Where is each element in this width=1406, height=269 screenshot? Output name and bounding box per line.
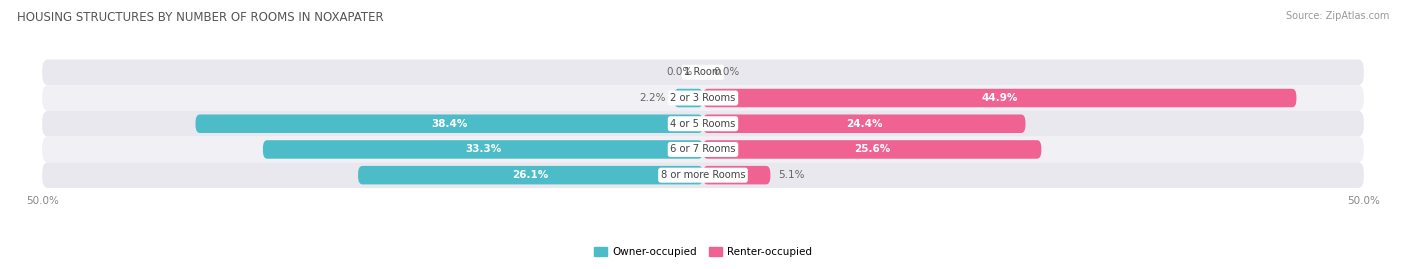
FancyBboxPatch shape [359, 166, 703, 185]
FancyBboxPatch shape [703, 166, 770, 185]
Text: 2.2%: 2.2% [640, 93, 666, 103]
Text: 4 or 5 Rooms: 4 or 5 Rooms [671, 119, 735, 129]
Text: 5.1%: 5.1% [779, 170, 804, 180]
Text: 8 or more Rooms: 8 or more Rooms [661, 170, 745, 180]
Text: 0.0%: 0.0% [714, 67, 740, 77]
Text: 25.6%: 25.6% [853, 144, 890, 154]
Text: 1 Room: 1 Room [685, 67, 721, 77]
Text: 0.0%: 0.0% [666, 67, 692, 77]
Text: 24.4%: 24.4% [846, 119, 883, 129]
FancyBboxPatch shape [42, 111, 1364, 137]
FancyBboxPatch shape [703, 140, 1042, 159]
FancyBboxPatch shape [703, 115, 1025, 133]
Text: 6 or 7 Rooms: 6 or 7 Rooms [671, 144, 735, 154]
Text: HOUSING STRUCTURES BY NUMBER OF ROOMS IN NOXAPATER: HOUSING STRUCTURES BY NUMBER OF ROOMS IN… [17, 11, 384, 24]
Text: 26.1%: 26.1% [512, 170, 548, 180]
FancyBboxPatch shape [42, 162, 1364, 188]
Text: 2 or 3 Rooms: 2 or 3 Rooms [671, 93, 735, 103]
FancyBboxPatch shape [703, 89, 1296, 107]
Text: 33.3%: 33.3% [465, 144, 501, 154]
Text: 38.4%: 38.4% [432, 119, 467, 129]
FancyBboxPatch shape [263, 140, 703, 159]
Text: Source: ZipAtlas.com: Source: ZipAtlas.com [1285, 11, 1389, 21]
Legend: Owner-occupied, Renter-occupied: Owner-occupied, Renter-occupied [591, 243, 815, 261]
FancyBboxPatch shape [42, 59, 1364, 85]
FancyBboxPatch shape [42, 137, 1364, 162]
FancyBboxPatch shape [673, 89, 703, 107]
Text: 44.9%: 44.9% [981, 93, 1018, 103]
FancyBboxPatch shape [42, 85, 1364, 111]
FancyBboxPatch shape [195, 115, 703, 133]
